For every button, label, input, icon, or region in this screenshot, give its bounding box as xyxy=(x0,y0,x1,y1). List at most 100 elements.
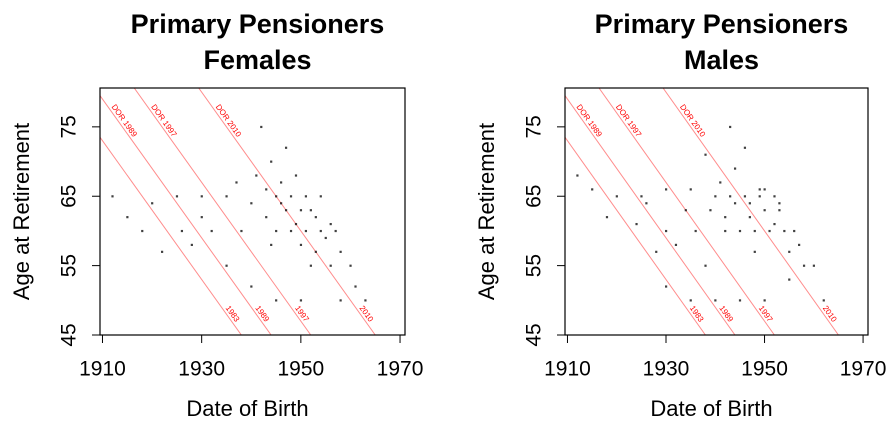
point xyxy=(314,216,317,219)
point xyxy=(591,188,594,191)
dor-start-label: DOR 1989 xyxy=(575,103,605,139)
point xyxy=(689,188,692,191)
point xyxy=(180,229,184,233)
y-tick-label: 65 xyxy=(523,185,546,208)
point xyxy=(235,181,238,184)
point xyxy=(349,264,352,267)
point xyxy=(275,299,278,302)
point xyxy=(778,209,781,212)
point xyxy=(743,146,747,149)
point xyxy=(605,216,609,219)
point xyxy=(768,229,771,233)
point xyxy=(250,202,253,205)
point xyxy=(111,195,114,198)
point xyxy=(280,181,283,184)
x-tick-label: 1930 xyxy=(643,358,690,381)
point xyxy=(299,209,303,212)
point xyxy=(314,250,317,253)
point xyxy=(319,229,322,233)
x-tick-label: 1970 xyxy=(377,358,424,381)
dor-start-label: DOR 1989 xyxy=(110,103,140,139)
chart-title: Primary Pensioners xyxy=(131,9,385,39)
point xyxy=(364,299,367,302)
x-tick-label: 1950 xyxy=(741,358,788,381)
point xyxy=(225,195,228,198)
y-tick-label: 75 xyxy=(523,115,546,138)
chart-title: Males xyxy=(684,45,759,75)
point xyxy=(329,222,332,226)
dor-start-label: DOR 2010 xyxy=(214,103,244,139)
point xyxy=(783,229,786,233)
dor-line xyxy=(565,94,736,335)
y-tick-label: 75 xyxy=(58,115,81,138)
point xyxy=(304,229,308,233)
y-tick-label: 65 xyxy=(58,185,81,208)
plot-frame xyxy=(99,87,406,336)
chart-title: Primary Pensioners xyxy=(595,9,849,39)
point xyxy=(304,195,308,198)
point xyxy=(334,229,337,233)
point xyxy=(729,125,732,129)
x-axis-label: Date of Birth xyxy=(186,396,308,421)
point xyxy=(645,202,648,205)
point xyxy=(265,216,268,219)
point xyxy=(240,229,243,233)
y-axis-label: Age at Retirement xyxy=(474,123,499,300)
point xyxy=(160,250,164,253)
point xyxy=(778,202,781,205)
point xyxy=(748,202,751,205)
point xyxy=(635,222,638,226)
point xyxy=(724,216,727,219)
dor-line xyxy=(100,94,272,335)
point xyxy=(141,229,144,233)
point xyxy=(704,153,707,156)
chart-title: Females xyxy=(203,45,311,75)
point xyxy=(674,243,678,247)
point xyxy=(733,167,737,170)
x-tick-label: 1910 xyxy=(79,358,126,381)
point xyxy=(709,209,712,212)
point xyxy=(200,216,203,219)
point xyxy=(665,285,668,288)
dor-line xyxy=(133,88,312,335)
dor-start-label: DOR 1997 xyxy=(149,103,179,139)
point xyxy=(284,146,288,149)
x-axis-label: Date of Birth xyxy=(650,396,772,421)
y-axis-label: Age at Retirement xyxy=(9,123,34,300)
point xyxy=(270,243,273,247)
y-tick-label: 45 xyxy=(523,323,546,346)
point xyxy=(748,216,751,219)
point xyxy=(704,264,707,267)
point xyxy=(733,202,737,205)
point xyxy=(689,299,692,302)
point xyxy=(640,195,643,198)
dor-line xyxy=(598,88,775,335)
point xyxy=(763,209,766,212)
point xyxy=(743,195,747,198)
point xyxy=(339,299,342,302)
point xyxy=(200,195,203,198)
point xyxy=(812,264,816,267)
dor-start-label: DOR 1997 xyxy=(614,103,644,139)
point xyxy=(802,264,806,267)
point xyxy=(250,285,253,288)
dor-line xyxy=(565,136,706,335)
point xyxy=(126,216,129,219)
dor-line xyxy=(100,136,242,335)
point xyxy=(151,202,154,205)
point xyxy=(753,250,756,253)
point xyxy=(793,229,796,233)
point xyxy=(324,236,327,240)
y-tick-label: 55 xyxy=(58,254,81,277)
point xyxy=(763,299,766,302)
point xyxy=(309,264,312,267)
point xyxy=(655,250,658,253)
x-tick-label: 1930 xyxy=(178,358,225,381)
point xyxy=(665,188,668,191)
dor-start-label: DOR 2010 xyxy=(678,103,708,139)
point xyxy=(270,160,273,163)
point xyxy=(299,243,303,247)
point xyxy=(319,195,322,198)
point xyxy=(255,174,258,177)
